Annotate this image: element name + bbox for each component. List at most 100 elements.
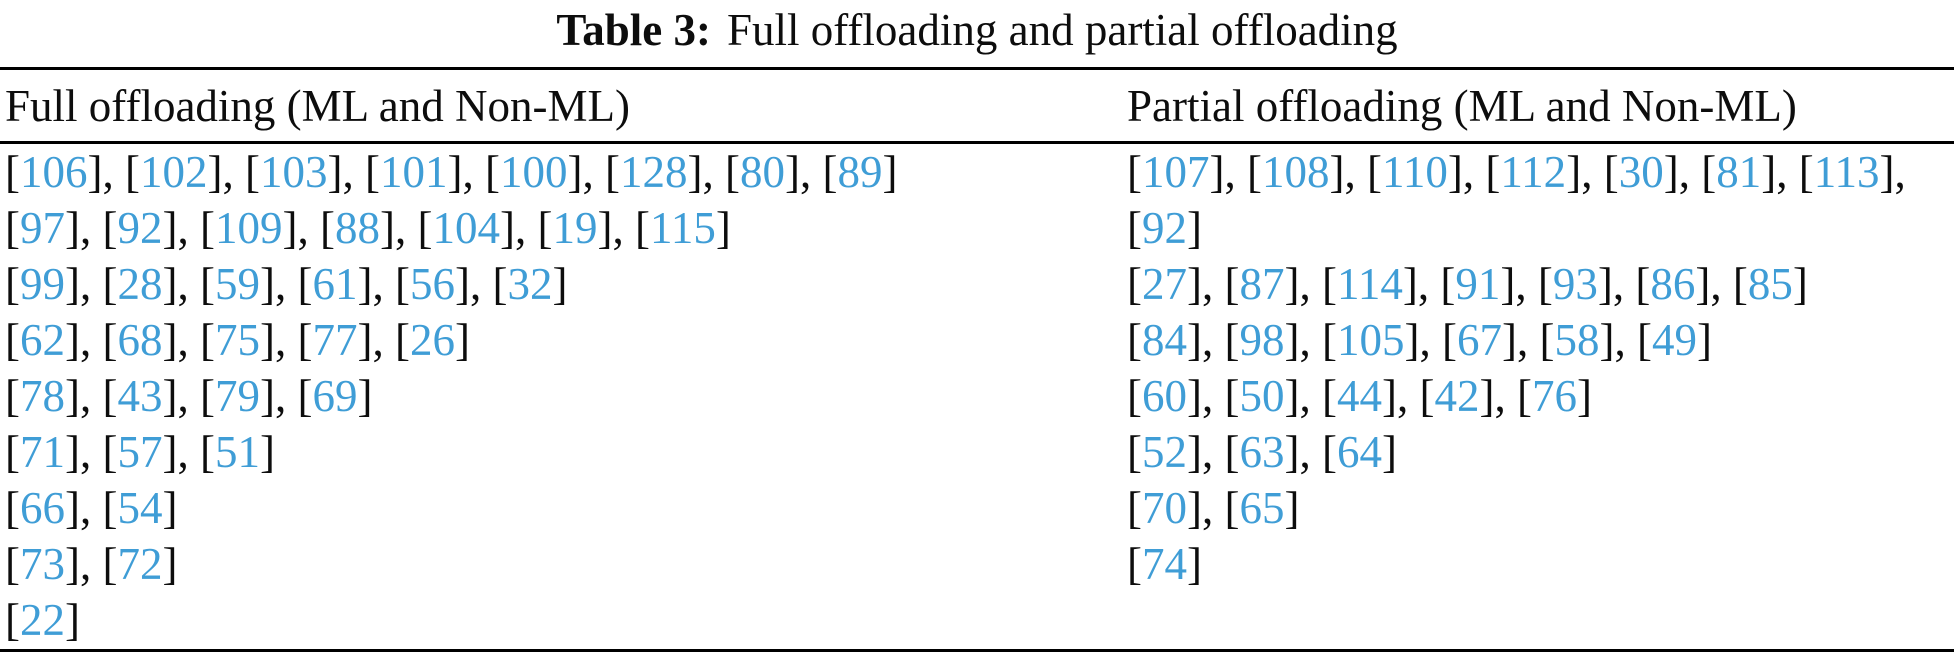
citation-link[interactable]: 64 bbox=[1337, 427, 1382, 477]
close-bracket: ] bbox=[1187, 483, 1202, 533]
separator: , bbox=[275, 371, 298, 421]
separator: , bbox=[1224, 147, 1247, 197]
citation-link[interactable]: 57 bbox=[117, 427, 163, 477]
citation-link[interactable]: 81 bbox=[1716, 147, 1762, 197]
citation-link[interactable]: 77 bbox=[312, 315, 358, 365]
open-bracket: [ bbox=[395, 315, 410, 365]
citation-link[interactable]: 69 bbox=[312, 371, 358, 421]
citation-link[interactable]: 52 bbox=[1142, 427, 1187, 477]
citation-link[interactable]: 112 bbox=[1500, 147, 1567, 197]
citation-link[interactable]: 59 bbox=[215, 259, 260, 309]
citation-link[interactable]: 84 bbox=[1142, 315, 1187, 365]
citation-link[interactable]: 51 bbox=[215, 427, 260, 477]
open-bracket: [ bbox=[1224, 259, 1240, 309]
citation-link[interactable]: 61 bbox=[312, 259, 358, 309]
citation-link[interactable]: 75 bbox=[215, 315, 260, 365]
citation-link[interactable]: 102 bbox=[140, 147, 208, 197]
citation-link[interactable]: 87 bbox=[1239, 259, 1285, 309]
open-bracket: [ bbox=[102, 371, 118, 421]
citation-link[interactable]: 79 bbox=[215, 371, 260, 421]
citation-link[interactable]: 68 bbox=[117, 315, 163, 365]
citation-link[interactable]: 19 bbox=[552, 203, 598, 253]
open-bracket: [ bbox=[1539, 315, 1555, 365]
citation-link[interactable]: 56 bbox=[410, 259, 455, 309]
citation-link[interactable]: 50 bbox=[1239, 371, 1285, 421]
citation-link[interactable]: 92 bbox=[1142, 203, 1187, 253]
citation-link[interactable]: 105 bbox=[1337, 315, 1405, 365]
citation-line: [27], [87], [114], [91], [93], [86], [85… bbox=[1127, 256, 1950, 312]
citation-link[interactable]: 32 bbox=[507, 259, 553, 309]
citation-link[interactable]: 67 bbox=[1457, 315, 1502, 365]
citation-link[interactable]: 74 bbox=[1142, 539, 1187, 589]
citation-link[interactable]: 91 bbox=[1455, 259, 1501, 309]
table-bottom-rule bbox=[0, 649, 1954, 652]
citation-link[interactable]: 103 bbox=[260, 147, 328, 197]
separator: , bbox=[275, 315, 298, 365]
citation-link[interactable]: 22 bbox=[20, 595, 65, 645]
separator: , bbox=[462, 147, 485, 197]
citation-link[interactable]: 78 bbox=[20, 371, 65, 421]
citation-link[interactable]: 109 bbox=[215, 203, 283, 253]
citation-link[interactable]: 99 bbox=[20, 259, 65, 309]
citation-link[interactable]: 73 bbox=[20, 539, 65, 589]
citation-link[interactable]: 98 bbox=[1239, 315, 1285, 365]
citation-link[interactable]: 100 bbox=[500, 147, 568, 197]
citation-link[interactable]: 80 bbox=[740, 147, 785, 197]
close-bracket: ] bbox=[687, 147, 703, 197]
citation-link[interactable]: 63 bbox=[1239, 427, 1285, 477]
open-bracket: [ bbox=[320, 203, 335, 253]
citation-link[interactable]: 85 bbox=[1747, 259, 1793, 309]
citation-link[interactable]: 27 bbox=[1142, 259, 1187, 309]
citation-link[interactable]: 88 bbox=[335, 203, 380, 253]
separator: , bbox=[1202, 315, 1225, 365]
citation-link[interactable]: 58 bbox=[1554, 315, 1600, 365]
close-bracket: ] bbox=[1697, 315, 1712, 365]
citation-link[interactable]: 115 bbox=[650, 203, 716, 253]
citation-link[interactable]: 108 bbox=[1262, 147, 1330, 197]
open-bracket: [ bbox=[365, 147, 380, 197]
citation-link[interactable]: 110 bbox=[1382, 147, 1448, 197]
open-bracket: [ bbox=[822, 147, 838, 197]
column-header-partial-offloading: Partial offloading (ML and Non-ML) bbox=[1127, 80, 1797, 131]
citation-link[interactable]: 49 bbox=[1652, 315, 1697, 365]
citation-link[interactable]: 30 bbox=[1618, 147, 1664, 197]
citation-link[interactable]: 89 bbox=[837, 147, 883, 197]
close-bracket: ] bbox=[1502, 315, 1517, 365]
close-bracket: ] bbox=[260, 371, 275, 421]
citation-link[interactable]: 54 bbox=[117, 483, 163, 533]
citation-link[interactable]: 114 bbox=[1337, 259, 1403, 309]
citation-link[interactable]: 70 bbox=[1142, 483, 1187, 533]
citation-link[interactable]: 101 bbox=[380, 147, 448, 197]
citation-link[interactable]: 107 bbox=[1142, 147, 1210, 197]
citation-link[interactable]: 60 bbox=[1142, 371, 1187, 421]
close-bracket: ] bbox=[260, 315, 275, 365]
citation-link[interactable]: 86 bbox=[1650, 259, 1696, 309]
citation-link[interactable]: 92 bbox=[117, 203, 163, 253]
citation-link[interactable]: 26 bbox=[410, 315, 455, 365]
close-bracket: ] bbox=[1284, 315, 1300, 365]
citation-link[interactable]: 65 bbox=[1239, 483, 1285, 533]
separator: , bbox=[1397, 371, 1420, 421]
citation-link[interactable]: 62 bbox=[20, 315, 65, 365]
citation-link[interactable]: 72 bbox=[117, 539, 163, 589]
citation-link[interactable]: 71 bbox=[20, 427, 65, 477]
open-bracket: [ bbox=[1127, 483, 1142, 533]
citation-link[interactable]: 28 bbox=[117, 259, 163, 309]
open-bracket: [ bbox=[1419, 371, 1435, 421]
citation-link[interactable]: 113 bbox=[1813, 147, 1880, 197]
close-bracket: ] bbox=[162, 427, 178, 477]
table-caption-label: Table 3: bbox=[556, 5, 711, 55]
close-bracket: ] bbox=[1599, 315, 1615, 365]
citation-link[interactable]: 97 bbox=[20, 203, 65, 253]
citation-link[interactable]: 104 bbox=[432, 203, 501, 253]
citation-link[interactable]: 106 bbox=[20, 147, 88, 197]
citation-link[interactable]: 76 bbox=[1532, 371, 1577, 421]
citation-link[interactable]: 93 bbox=[1552, 259, 1598, 309]
citation-link[interactable]: 43 bbox=[117, 371, 163, 421]
citation-link[interactable]: 44 bbox=[1337, 371, 1382, 421]
separator: , bbox=[80, 371, 103, 421]
open-bracket: [ bbox=[5, 315, 20, 365]
citation-link[interactable]: 42 bbox=[1434, 371, 1480, 421]
citation-link[interactable]: 66 bbox=[20, 483, 65, 533]
citation-link[interactable]: 128 bbox=[620, 147, 688, 197]
